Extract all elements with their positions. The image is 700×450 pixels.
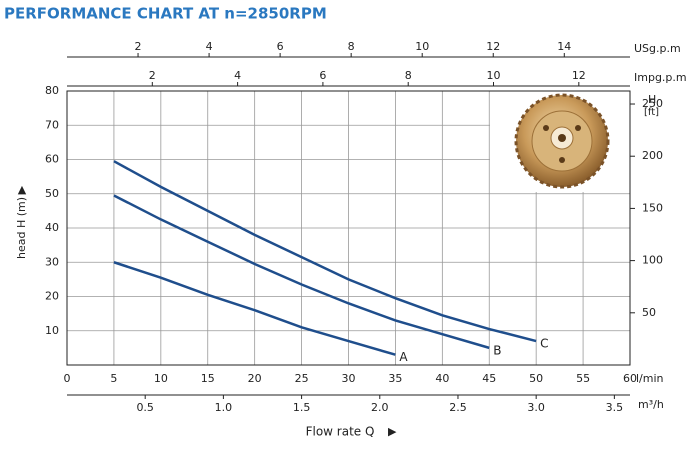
y-tick-label: 20 — [45, 290, 59, 303]
top-axis-tick-label: 2 — [135, 40, 142, 53]
top-axis-tick-label: 12 — [486, 40, 500, 53]
x-tick-label: 15 — [201, 372, 215, 385]
curve — [113, 261, 396, 356]
y2-tick-label: 100 — [642, 254, 663, 267]
curve-label: C — [540, 337, 548, 351]
top-axis-tick-label: 8 — [348, 40, 355, 53]
top-axis-tick-label: 4 — [234, 69, 241, 82]
x-tick-label: 25 — [295, 372, 309, 385]
top-axis-label: USg.p.m — [634, 42, 681, 55]
bottom-axis-tick-label: 1.0 — [215, 401, 233, 414]
bottom-axis-label: m³/h — [638, 398, 664, 411]
x-title: Flow rate Q — [306, 425, 375, 439]
impeller-photo — [490, 91, 630, 192]
top-axis-tick-label: 12 — [572, 69, 586, 82]
y2-tick-label: 250 — [642, 97, 663, 110]
x-arrow: ▶ — [388, 425, 397, 438]
y2-tick-label: 150 — [642, 201, 663, 214]
curve-label: B — [493, 343, 501, 357]
x-axis-label: l/min — [636, 372, 664, 385]
bottom-axis-tick-label: 3.5 — [606, 401, 624, 414]
top-axis-tick-label: 8 — [405, 69, 412, 82]
top-axis-tick-label: 10 — [415, 40, 429, 53]
bottom-axis-tick-label: 1.5 — [293, 401, 311, 414]
y2-tick-label: 50 — [642, 306, 656, 319]
y2-axis-label: [ft] — [644, 107, 659, 118]
top-axis-tick-label: 2 — [149, 69, 156, 82]
top-axis-label: Impg.p.m — [634, 71, 687, 84]
y-axis-label: head H (m) — [15, 197, 28, 259]
top-axis-tick-label: 14 — [557, 40, 571, 53]
top-axis-tick-label: 4 — [206, 40, 213, 53]
bottom-axis-tick-label: 2.0 — [371, 401, 389, 414]
y-tick-label: 30 — [45, 255, 59, 268]
y-tick-label: 60 — [45, 153, 59, 166]
x-tick-label: 30 — [342, 372, 356, 385]
bottom-axis-tick-label: 3.0 — [527, 401, 545, 414]
y2-tick-label: 200 — [642, 149, 663, 162]
bottom-axis-tick-label: 0.5 — [136, 401, 154, 414]
x-tick-label: 20 — [248, 372, 262, 385]
y-arrow: ▲ — [18, 183, 27, 196]
x-tick-label: 0 — [64, 372, 71, 385]
curve — [113, 194, 490, 350]
y-tick-label: 10 — [45, 324, 59, 337]
x-tick-label: 40 — [435, 372, 449, 385]
y-tick-label: 70 — [45, 118, 59, 131]
x-tick-label: 55 — [576, 372, 590, 385]
y-tick-label: 50 — [45, 187, 59, 200]
x-tick-label: 45 — [482, 372, 496, 385]
x-tick-label: 50 — [529, 372, 543, 385]
x-tick-label: 5 — [110, 372, 117, 385]
y-tick-label: 80 — [45, 84, 59, 97]
y2-axis-label: H — [648, 93, 656, 106]
x-tick-label: 60 — [623, 372, 637, 385]
top-axis-tick-label: 6 — [277, 40, 284, 53]
curve-label: A — [399, 350, 408, 364]
x-tick-label: 10 — [154, 372, 168, 385]
chart-title: PERFORMANCE CHART AT n=2850RPM — [4, 5, 327, 23]
bottom-axis-tick-label: 2.5 — [449, 401, 467, 414]
plot-border — [66, 90, 631, 366]
curve — [113, 160, 537, 343]
top-axis-tick-label: 10 — [487, 69, 501, 82]
x-tick-label: 35 — [388, 372, 402, 385]
y-tick-label: 40 — [45, 221, 59, 234]
top-axis-tick-label: 6 — [319, 69, 326, 82]
